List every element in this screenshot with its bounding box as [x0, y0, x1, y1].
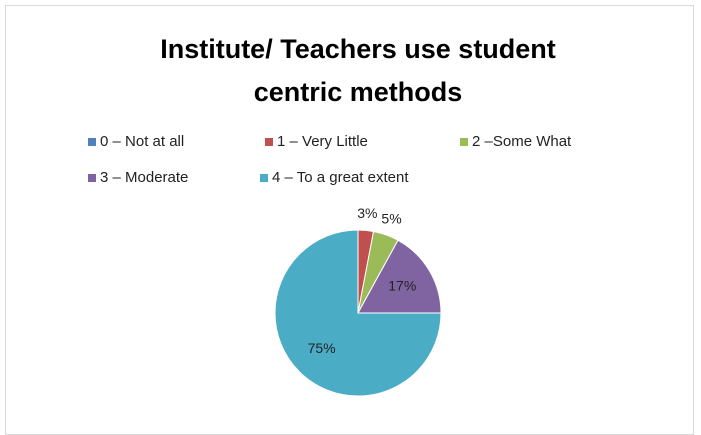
data-label: 17%: [388, 278, 416, 294]
legend-label: 1 – Very Little: [277, 133, 368, 150]
legend-label: 2 –Some What: [472, 133, 572, 150]
legend-item: 1 – Very Little: [265, 133, 368, 150]
legend-label: 0 – Not at all: [100, 133, 185, 150]
legend-item: 0 – Not at all: [88, 133, 184, 150]
chart: 3% 5% 17% 75%: [274, 205, 442, 397]
legend-swatch: [88, 137, 96, 146]
data-label: 75%: [308, 340, 336, 356]
pie-slice: [274, 229, 442, 397]
pie-slice: [357, 239, 442, 314]
data-label: 3%: [357, 205, 377, 221]
data-label: 5%: [381, 211, 401, 227]
legend-item: 4 – To a great extent: [260, 169, 409, 186]
legend-item: 2 –Some What: [460, 133, 571, 150]
legend-label: 4 – To a great extent: [272, 169, 409, 186]
legend-swatch: [260, 173, 268, 182]
legend-label: 3 – Moderate: [100, 169, 189, 186]
legend-item: 3 – Moderate: [88, 169, 188, 186]
legend-swatch: [265, 137, 273, 146]
legend-swatch: [88, 173, 96, 182]
legend-swatch: [460, 137, 468, 146]
chart-title: Institute/ Teachers use student centric …: [160, 34, 556, 107]
